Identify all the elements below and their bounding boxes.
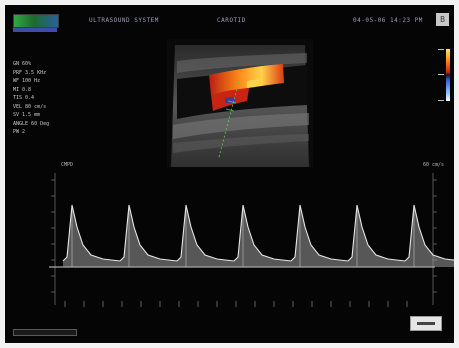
header-datetime: 04-05-06 14:23 PM — [353, 17, 423, 24]
sample-gate-top — [227, 100, 237, 104]
parameter-list: GN 60% PRF 3.5 KHz WF 100 Hz MI 0.8 TIS … — [13, 60, 49, 137]
param-line: GN 60% — [13, 61, 32, 67]
waveform-envelope-line — [290, 204, 349, 262]
sample-volume-line — [218, 80, 240, 158]
param-line: SV 1.5 mm — [13, 112, 41, 118]
ultrasound-screen: ULTRASOUND SYSTEM CAROTID 04-05-06 14:23… — [5, 5, 454, 343]
tissue-band-upper — [177, 53, 307, 73]
colorbar-tick — [438, 100, 444, 101]
spectral-right-label: 60 cm/s — [423, 162, 445, 168]
waveform-envelope-fill — [291, 205, 348, 267]
bmode-image — [167, 39, 313, 167]
waveform-envelope-line — [404, 204, 454, 262]
doppler-flow-main — [209, 64, 284, 95]
tissue-band-lower — [173, 113, 309, 139]
color-velocity-scale — [446, 49, 450, 101]
waveform-envelope-fill — [405, 205, 454, 267]
waveform-envelope-fill — [120, 205, 177, 267]
waveform-envelope-line — [119, 204, 178, 262]
param-line: TIS 0.4 — [13, 95, 35, 101]
scale-indicator-mark — [417, 322, 435, 325]
header-left-text: ULTRASOUND SYSTEM — [89, 17, 159, 24]
waveform-envelope-fill — [177, 205, 234, 267]
colorbar-tick — [438, 74, 444, 75]
waveform-envelope-line — [62, 204, 121, 262]
spectral-doppler-display — [49, 173, 454, 307]
tissue-band-deep — [173, 134, 309, 153]
bottom-status-bar — [13, 329, 77, 336]
bmode-svg — [171, 45, 309, 167]
waveform-envelope-line — [176, 204, 235, 262]
param-line: MI 0.8 — [13, 86, 32, 93]
param-line: ANGLE 60 Deg — [13, 120, 50, 127]
spectral-left-label: CMPD — [61, 162, 74, 168]
param-line: PW 2 — [13, 129, 26, 135]
logo-underline — [13, 28, 57, 32]
param-line: PRF 3.5 KHz — [13, 69, 47, 76]
header-mid-text: CAROTID — [217, 17, 246, 24]
waveform-envelope-line — [347, 204, 406, 262]
system-logo — [13, 14, 59, 28]
scale-indicator — [410, 316, 442, 331]
param-line: WF 100 Hz — [13, 78, 41, 84]
header-bar: ULTRASOUND SYSTEM CAROTID 04-05-06 14:23… — [5, 5, 454, 39]
doppler-hotspot — [225, 97, 235, 103]
header-corner-button[interactable]: B — [436, 13, 449, 26]
waveform-envelope-fill — [234, 205, 291, 267]
waveform-envelope-line — [233, 204, 292, 262]
doppler-hotspot-2 — [247, 79, 259, 88]
waveform-envelope-fill — [348, 205, 405, 267]
sample-gate-bottom — [225, 108, 235, 112]
waveform-envelope-fill — [63, 205, 120, 267]
param-line: VEL 80 cm/s — [13, 103, 47, 110]
colorbar-tick — [438, 49, 444, 50]
